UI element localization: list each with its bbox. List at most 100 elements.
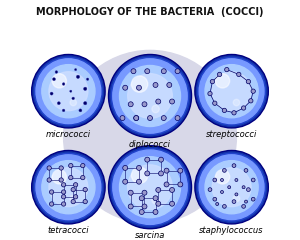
Text: streptococci: streptococci	[206, 130, 257, 139]
Circle shape	[119, 66, 181, 126]
Circle shape	[195, 54, 268, 128]
Circle shape	[131, 69, 136, 74]
Circle shape	[161, 69, 166, 74]
Circle shape	[81, 163, 85, 168]
Circle shape	[153, 196, 158, 201]
Circle shape	[52, 170, 67, 184]
Circle shape	[198, 153, 266, 221]
Circle shape	[196, 56, 267, 126]
Circle shape	[83, 87, 87, 90]
Circle shape	[52, 74, 67, 88]
Circle shape	[110, 56, 190, 136]
Circle shape	[223, 204, 226, 208]
Circle shape	[47, 166, 51, 170]
Circle shape	[153, 210, 158, 215]
Circle shape	[153, 83, 158, 87]
Circle shape	[34, 57, 102, 125]
Circle shape	[123, 85, 128, 90]
Circle shape	[134, 116, 139, 120]
Circle shape	[70, 99, 76, 106]
Circle shape	[222, 108, 227, 113]
Circle shape	[59, 178, 63, 182]
Circle shape	[86, 78, 89, 80]
Circle shape	[235, 193, 238, 196]
Circle shape	[61, 195, 66, 199]
Circle shape	[120, 116, 125, 120]
Circle shape	[109, 146, 191, 229]
Circle shape	[249, 99, 253, 103]
Circle shape	[220, 191, 224, 193]
Circle shape	[62, 109, 65, 112]
Circle shape	[145, 157, 150, 162]
Circle shape	[71, 199, 75, 204]
Circle shape	[213, 178, 217, 182]
Circle shape	[244, 168, 248, 172]
Circle shape	[32, 150, 105, 224]
Circle shape	[233, 99, 240, 106]
Circle shape	[50, 202, 54, 206]
Circle shape	[36, 155, 101, 220]
Text: sarcina: sarcina	[135, 231, 165, 240]
Circle shape	[156, 99, 161, 104]
Circle shape	[198, 57, 266, 125]
Text: MORPHOLOGY OF THE BACTERIA  (COCCI): MORPHOLOGY OF THE BACTERIA (COCCI)	[36, 7, 264, 17]
Circle shape	[232, 200, 236, 204]
Circle shape	[59, 166, 63, 170]
Circle shape	[32, 54, 105, 128]
Circle shape	[169, 99, 175, 104]
Circle shape	[213, 197, 217, 201]
Circle shape	[128, 204, 133, 209]
Circle shape	[212, 72, 251, 111]
Circle shape	[83, 187, 87, 192]
Circle shape	[195, 150, 268, 224]
Circle shape	[208, 91, 212, 96]
Circle shape	[109, 54, 191, 138]
Circle shape	[83, 199, 87, 204]
Circle shape	[175, 69, 180, 74]
Circle shape	[152, 197, 159, 204]
Circle shape	[57, 102, 60, 105]
Circle shape	[196, 152, 267, 222]
Circle shape	[111, 57, 189, 135]
Circle shape	[123, 179, 128, 184]
Circle shape	[199, 155, 264, 220]
Circle shape	[79, 109, 82, 112]
Circle shape	[247, 188, 250, 192]
Circle shape	[228, 186, 231, 189]
Circle shape	[52, 78, 56, 81]
Circle shape	[216, 203, 219, 205]
Circle shape	[237, 72, 241, 77]
Circle shape	[50, 92, 53, 95]
Circle shape	[233, 195, 240, 202]
Circle shape	[72, 97, 74, 100]
Circle shape	[69, 175, 73, 180]
Circle shape	[251, 197, 255, 201]
Circle shape	[164, 168, 169, 173]
Circle shape	[156, 201, 161, 206]
Circle shape	[70, 90, 72, 92]
Circle shape	[156, 187, 161, 192]
Circle shape	[220, 179, 224, 181]
Circle shape	[111, 149, 189, 226]
Circle shape	[175, 116, 180, 120]
Circle shape	[70, 195, 76, 202]
Circle shape	[110, 147, 190, 227]
Circle shape	[128, 102, 133, 107]
Text: micrococci: micrococci	[46, 130, 91, 139]
Circle shape	[169, 187, 175, 192]
Circle shape	[164, 182, 169, 187]
Circle shape	[136, 179, 142, 184]
Circle shape	[244, 200, 247, 203]
Circle shape	[210, 79, 214, 84]
Circle shape	[69, 163, 73, 168]
Circle shape	[232, 111, 236, 115]
Circle shape	[50, 190, 54, 194]
Text: diplococci: diplococci	[129, 140, 171, 149]
Circle shape	[83, 102, 87, 105]
Circle shape	[145, 171, 150, 176]
Circle shape	[178, 182, 183, 187]
Circle shape	[33, 152, 104, 222]
Circle shape	[218, 72, 222, 77]
Circle shape	[62, 83, 65, 85]
Circle shape	[61, 183, 66, 187]
